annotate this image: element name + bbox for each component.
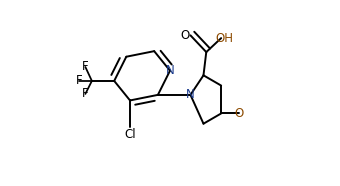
- Text: Cl: Cl: [124, 128, 136, 141]
- Text: N: N: [166, 64, 174, 77]
- Text: O: O: [234, 107, 243, 120]
- Text: F: F: [82, 87, 89, 100]
- Text: F: F: [82, 60, 89, 73]
- Text: O: O: [180, 29, 189, 42]
- Text: F: F: [75, 74, 82, 87]
- Text: N: N: [186, 88, 195, 101]
- Text: OH: OH: [216, 32, 234, 45]
